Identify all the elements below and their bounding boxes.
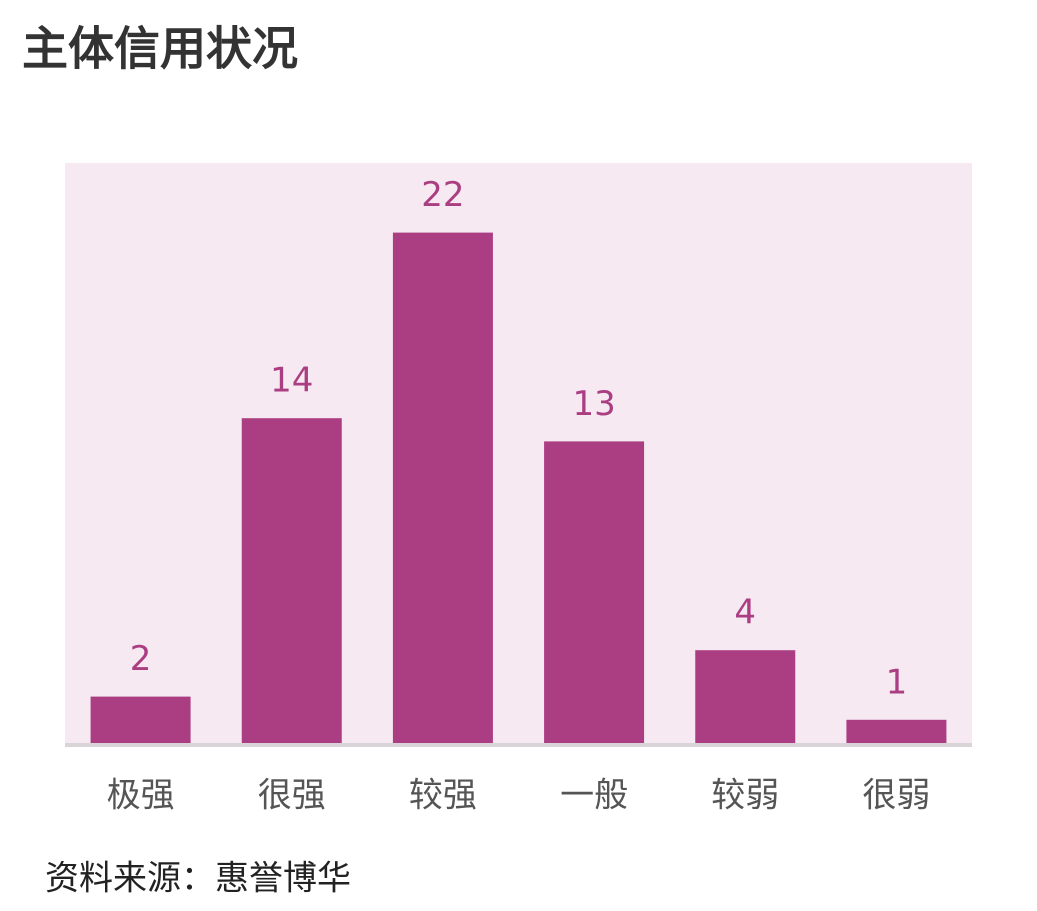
x-tick-label: 很强 xyxy=(258,776,326,816)
bar xyxy=(90,696,191,743)
bar xyxy=(392,232,493,743)
value-label: 2 xyxy=(130,639,152,679)
value-label: 22 xyxy=(421,175,464,215)
plot-area xyxy=(65,163,972,743)
source-note: 资料来源：惠誉博华 xyxy=(45,859,351,899)
value-label: 1 xyxy=(886,662,908,702)
value-label: 13 xyxy=(572,384,615,424)
x-tick-label: 较弱 xyxy=(711,776,779,816)
bar xyxy=(695,650,796,743)
chart-title: 主体信用状况 xyxy=(22,22,298,76)
x-tick-label: 较强 xyxy=(409,776,477,816)
bar xyxy=(241,418,342,743)
bar xyxy=(846,719,947,743)
x-tick-label: 极强 xyxy=(107,776,175,816)
x-tick-label: 一般 xyxy=(560,776,628,816)
value-label: 14 xyxy=(270,361,313,401)
value-label: 4 xyxy=(734,593,756,633)
bar xyxy=(544,441,645,743)
x-tick-label: 很弱 xyxy=(862,776,930,816)
